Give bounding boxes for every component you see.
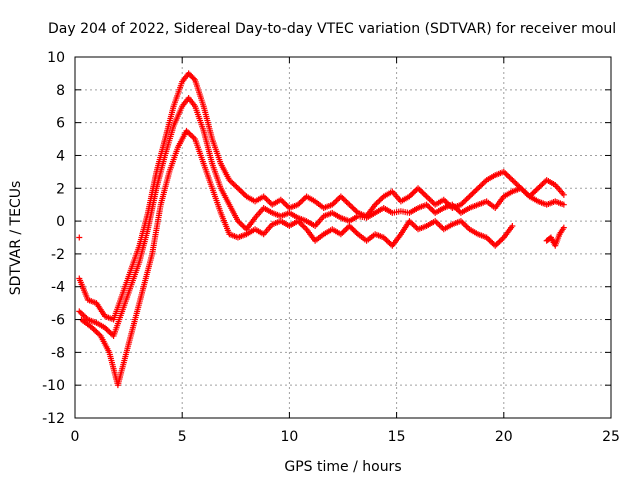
axis-ticks: [74, 56, 612, 419]
y-tick-label: -12: [42, 411, 65, 427]
y-tick-label: -2: [51, 247, 65, 263]
x-tick-label: 0: [71, 429, 80, 445]
y-tick-label: -8: [51, 345, 65, 361]
y-tick-label: -10: [42, 378, 65, 394]
x-tick-label: 10: [280, 429, 298, 445]
data-point: [509, 223, 516, 230]
data-point: [76, 234, 83, 241]
y-tick-label: 2: [56, 181, 65, 197]
data-point: [560, 191, 567, 198]
chart-title: Day 204 of 2022, Sidereal Day-to-day VTE…: [48, 21, 616, 37]
data-points: [76, 70, 567, 389]
data-point: [560, 224, 567, 231]
y-axis-label: SDTVAR / TECUs: [8, 181, 24, 296]
x-tick-label: 25: [602, 429, 620, 445]
x-tick-label: 15: [388, 429, 406, 445]
y-tick-label: 0: [56, 214, 65, 230]
y-tick-label: 10: [47, 50, 65, 66]
y-tick-label: 6: [56, 116, 65, 132]
y-tick-label: -4: [51, 280, 65, 296]
plot-frame: [74, 56, 612, 419]
tick-labels: 0 5 10 15 20 25 -12 -10 -8 -6 -4 -2 0 2 4 6 8 10: [42, 50, 620, 445]
y-tick-label: 4: [56, 148, 65, 164]
x-tick-label: 20: [495, 429, 513, 445]
y-tick-label: -6: [51, 313, 65, 329]
data-point: [560, 201, 567, 208]
data-point: [190, 75, 197, 82]
x-axis-label: GPS time / hours: [284, 459, 401, 475]
y-tick-label: 8: [56, 83, 65, 99]
x-tick-label: 5: [178, 429, 187, 445]
